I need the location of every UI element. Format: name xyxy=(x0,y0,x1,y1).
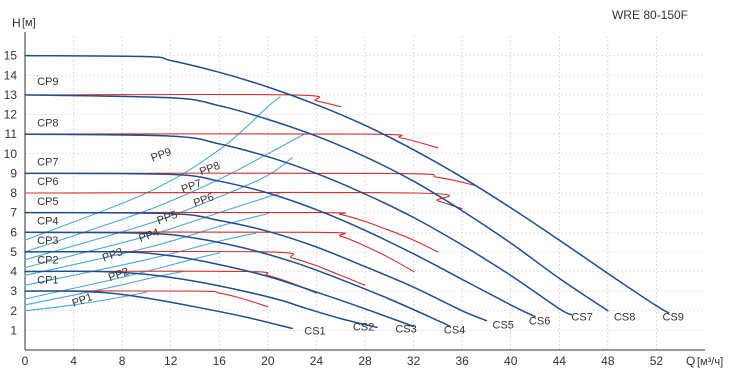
y-tick-label: 4 xyxy=(10,265,17,279)
curve-label-cs8: CS8 xyxy=(614,312,635,324)
cs-curve-cs1 xyxy=(24,290,293,330)
y-tick-label: 2 xyxy=(10,304,17,318)
y-axis-label: H xyxy=(12,16,21,30)
curve-label-pp3: PP3 xyxy=(101,246,125,264)
x-tick-label: 4 xyxy=(70,354,77,368)
cs-curve-cs4 xyxy=(24,231,451,328)
cp-curve-cp3 xyxy=(24,250,366,286)
x-tick-label: 24 xyxy=(310,354,324,368)
curve-label-cp3: CP3 xyxy=(37,235,58,247)
cs-curve-cs5 xyxy=(24,211,488,322)
y-tick-label: 3 xyxy=(10,284,17,298)
x-tick-label: 32 xyxy=(407,354,421,368)
cs-curve-cs7 xyxy=(24,133,573,316)
curve-label-pp5: PP5 xyxy=(155,209,179,227)
cs-curve-cs2 xyxy=(24,270,378,329)
pp-curve-pp6 xyxy=(24,192,281,269)
x-axis-unit: [м³/ч] xyxy=(697,356,723,368)
curve-label-cp7: CP7 xyxy=(37,157,58,169)
curve-label-cs7: CS7 xyxy=(571,312,592,324)
pp-curve-pp8 xyxy=(24,133,305,253)
pp-curve-pp5 xyxy=(24,213,269,276)
curve-label-pp6: PP6 xyxy=(192,191,216,209)
curve-label-pp9: PP9 xyxy=(149,146,173,164)
curve-label-cs3: CS3 xyxy=(395,323,416,335)
cs-curve-cs6 xyxy=(24,172,536,318)
x-tick-label: 36 xyxy=(455,354,469,368)
curve-label-cp6: CP6 xyxy=(37,176,58,188)
pp-curve-pp4 xyxy=(24,232,257,286)
cs-curve-cs9 xyxy=(24,54,670,314)
y-tick-label: 7 xyxy=(10,206,17,220)
y-tick-label: 10 xyxy=(4,147,18,161)
pp-curve-pp7 xyxy=(24,157,293,261)
pp-curve-pp2 xyxy=(24,270,184,306)
x-tick-label: 8 xyxy=(119,354,126,368)
curve-label-pp1: PP1 xyxy=(71,291,95,309)
curve-label-cs6: CS6 xyxy=(529,315,550,327)
x-tick-label: 16 xyxy=(213,354,227,368)
curve-label-pp4: PP4 xyxy=(137,227,161,245)
x-tick-label: 52 xyxy=(650,354,664,368)
y-tick-label: 13 xyxy=(4,88,18,102)
curve-label-cp1: CP1 xyxy=(37,274,58,286)
y-tick-label: 15 xyxy=(4,49,18,63)
curve-label-cs9: CS9 xyxy=(663,312,684,324)
curve-labels: CS1 CS2 CS3 CS4 CS5 CS6 CS7 CS8 CS9 CP9 CP8 CP7 CP6 C… xyxy=(37,76,684,337)
cp-curve-cp9 xyxy=(24,93,342,108)
cp-curve-cp7 xyxy=(24,172,475,186)
curve-label-cp4: CP4 xyxy=(37,215,58,227)
curve-label-cp9: CP9 xyxy=(37,76,58,88)
x-axis-label: Q xyxy=(686,354,695,368)
pp-curve-pp9 xyxy=(24,96,281,241)
x-tick-label: 0 xyxy=(22,354,29,368)
curve-label-cs1: CS1 xyxy=(304,325,325,337)
curve-label-pp2: PP2 xyxy=(107,266,131,284)
x-tick-label: 28 xyxy=(358,354,372,368)
x-tick-label: 12 xyxy=(164,354,178,368)
cp-curve-cp8 xyxy=(24,133,439,149)
y-tick-label: 8 xyxy=(10,186,17,200)
x-tick-label: 44 xyxy=(553,354,567,368)
y-tick-label: 12 xyxy=(4,108,18,122)
cs-curve-cs8 xyxy=(24,94,609,312)
y-tick-label: 1 xyxy=(10,323,17,337)
curve-label-cs2: CS2 xyxy=(353,321,374,333)
y-tick-label: 14 xyxy=(4,68,18,82)
x-tick-label: 40 xyxy=(504,354,518,368)
y-tick-label: 11 xyxy=(5,127,18,141)
curve-label-cp5: CP5 xyxy=(37,196,58,208)
x-tick-label: 20 xyxy=(261,354,275,368)
cp-curve-cp6 xyxy=(24,191,463,210)
curve-label-cp8: CP8 xyxy=(37,117,58,129)
y-axis-unit: [м] xyxy=(22,17,36,29)
model-label: WRE 80-150F xyxy=(612,8,688,22)
y-tick-label: 5 xyxy=(10,245,17,259)
cp-curve-cp5 xyxy=(24,211,439,253)
y-tick-label: 9 xyxy=(10,166,17,180)
cs-curve-cs3 xyxy=(24,250,415,328)
cp-curve-cp4 xyxy=(24,231,415,273)
y-tick-label: 6 xyxy=(10,225,17,239)
series-lines xyxy=(24,54,670,330)
cp-curve-cp1 xyxy=(24,290,269,308)
curve-label-cs5: CS5 xyxy=(493,319,514,331)
curve-label-cs4: CS4 xyxy=(444,324,465,336)
curve-label-cp2: CP2 xyxy=(37,255,58,267)
pp-curve-pp1 xyxy=(24,291,147,312)
x-tick-label: 48 xyxy=(601,354,615,368)
